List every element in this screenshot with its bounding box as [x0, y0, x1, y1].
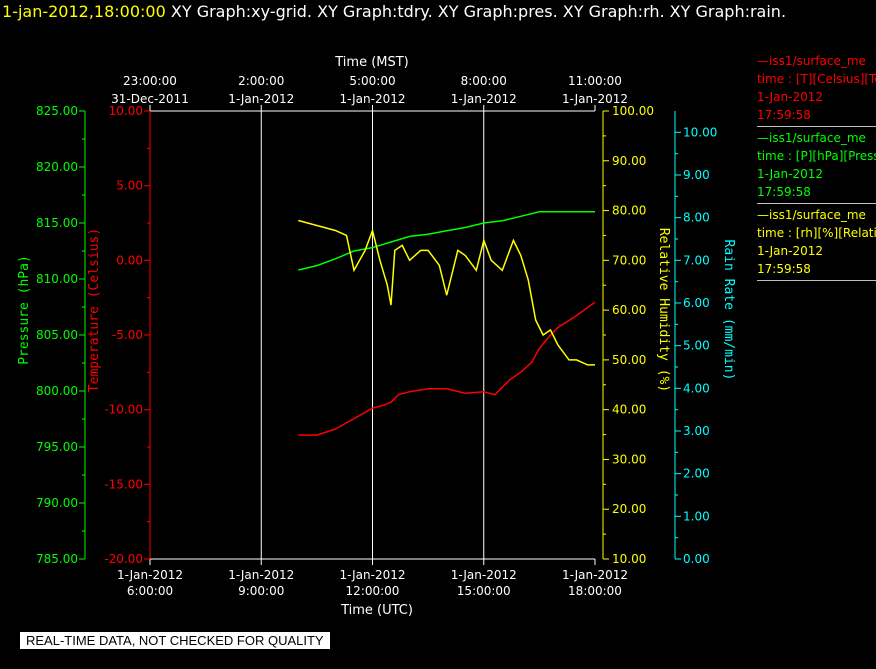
top-tick-label: 1-Jan-2012 [228, 92, 294, 106]
header-bar: 1-jan-2012,18:00:00 XY Graph:xy-grid. XY… [2, 2, 786, 22]
rain-tick-label: 4.00 [683, 381, 710, 395]
pressure-tick-label: 790.00 [36, 496, 78, 510]
pressure-tick-label: 785.00 [36, 552, 78, 566]
rain-tick-label: 1.00 [683, 509, 710, 523]
humidity-series-line [298, 219, 595, 366]
legend-units: time : [T][Celsius][Temp [757, 72, 876, 86]
temperature-axis-title: Temperature (Celsius) [87, 228, 102, 392]
humidity-tick-label: 70.00 [612, 253, 646, 267]
rain-tick-label: 7.00 [683, 253, 710, 267]
pressure-axis-title: Pressure (hPa) [17, 255, 32, 365]
legend-units: time : [P][hPa][Pressure [757, 149, 876, 163]
rain-tick-label: 6.00 [683, 296, 710, 310]
top-axis-title: Time (MST) [334, 55, 409, 70]
bottom-tick-label: 18:00:00 [568, 584, 622, 598]
pressure-tick-label: 825.00 [36, 104, 78, 118]
series-lines [298, 211, 596, 436]
top-tick-label: 23:00:00 [123, 74, 177, 88]
rain-tick-label: 5.00 [683, 339, 710, 353]
pressure-tick-label: 815.00 [36, 216, 78, 230]
humidity-tick-label: 60.00 [612, 303, 646, 317]
temperature-tick-label: 0.00 [116, 253, 143, 267]
top-tick-label: 5:00:00 [349, 74, 395, 88]
pressure-tick-label: 820.00 [36, 160, 78, 174]
graph-list-label: XY Graph:xy-grid. XY Graph:tdry. XY Grap… [170, 2, 787, 21]
rain-tick-label: 10.00 [683, 125, 717, 139]
rain-tick-label: 8.00 [683, 211, 710, 225]
top-tick-label: 1-Jan-2012 [451, 92, 517, 106]
bottom-tick-label: 1-Jan-2012 [451, 568, 517, 582]
rain-tick-label: 9.00 [683, 168, 710, 182]
vertical-gridlines [260, 111, 485, 559]
temperature-tick-label: 10.00 [109, 104, 143, 118]
bottom-time-axis: Time (UTC) 1-Jan-2012 6:00:00 1-Jan-2012 9:0… [117, 558, 628, 618]
humidity-tick-label: 50.00 [612, 353, 646, 367]
legend-time: 17:59:58 [757, 185, 811, 199]
legend-date: 1-Jan-2012 [757, 244, 823, 258]
top-tick-label: 31-Dec-2011 [111, 92, 189, 106]
humidity-tick-label: 10.00 [612, 552, 646, 566]
legend-label: —iss1/surface_me [757, 54, 866, 68]
temperature-tick-label: -20.00 [104, 552, 143, 566]
bottom-axis-title: Time (UTC) [340, 603, 413, 618]
timestamp-label: 1-jan-2012,18:00:00 [2, 2, 166, 21]
bottom-tick-label: 9:00:00 [238, 584, 284, 598]
bottom-tick-label: 12:00:00 [346, 584, 400, 598]
temperature-tick-label: 5.00 [116, 179, 143, 193]
bottom-tick-label: 1-Jan-2012 [562, 568, 628, 582]
temperature-tick-label: -5.00 [112, 328, 143, 342]
humidity-tick-label: 100.00 [612, 104, 654, 118]
top-tick-label: 1-Jan-2012 [340, 92, 406, 106]
legend-date: 1-Jan-2012 [757, 90, 823, 104]
top-tick-label: 8:00:00 [461, 74, 507, 88]
rain-tick-label: 3.00 [683, 424, 710, 438]
top-tick-label: 1-Jan-2012 [562, 92, 628, 106]
humidity-tick-label: 30.00 [612, 452, 646, 466]
humidity-tick-label: 40.00 [612, 403, 646, 417]
pressure-series-line [298, 211, 595, 271]
right-y-axes: 10.00 20.00 30.00 40.00 50.00 60.00 70.00 80.00… [602, 104, 736, 566]
pressure-tick-label: 810.00 [36, 272, 78, 286]
bottom-tick-label: 15:00:00 [457, 584, 511, 598]
pressure-tick-label: 795.00 [36, 440, 78, 454]
humidity-axis-title: Relative Humidity (%) [656, 228, 671, 392]
quality-banner: REAL-TIME DATA, NOT CHECKED FOR QUALITY [20, 632, 330, 649]
left-y-axes: 785.00 790.00 795.00 800.00 805.00 810.00 815.… [17, 104, 151, 566]
temperature-series-line [298, 301, 596, 436]
humidity-tick-label: 90.00 [612, 154, 646, 168]
legend-time: 17:59:58 [757, 262, 811, 276]
bottom-tick-label: 6:00:00 [127, 584, 173, 598]
rain-tick-label: 0.00 [683, 552, 710, 566]
legend-label: —iss1/surface_me [757, 131, 866, 145]
legend-label: —iss1/surface_me [757, 208, 866, 222]
legend-date: 1-Jan-2012 [757, 167, 823, 181]
bottom-tick-label: 1-Jan-2012 [228, 568, 294, 582]
legend-time: 17:59:58 [757, 108, 811, 122]
temperature-tick-label: -15.00 [104, 477, 143, 491]
bottom-tick-label: 1-Jan-2012 [117, 568, 183, 582]
pressure-tick-label: 800.00 [36, 384, 78, 398]
humidity-tick-label: 20.00 [612, 502, 646, 516]
temperature-tick-label: -10.00 [104, 403, 143, 417]
top-tick-label: 11:00:00 [568, 74, 622, 88]
rain-tick-label: 2.00 [683, 467, 710, 481]
bottom-tick-label: 1-Jan-2012 [340, 568, 406, 582]
pressure-tick-label: 805.00 [36, 328, 78, 342]
top-tick-label: 2:00:00 [238, 74, 284, 88]
legend-units: time : [rh][%][Relative [757, 226, 876, 240]
rain-axis-title: Rain Rate (mm/min) [721, 240, 736, 381]
top-time-axis: Time (MST) 23:00:00 31-Dec-2011 2:00:00 1-Ja… [111, 55, 628, 112]
humidity-tick-label: 80.00 [612, 204, 646, 218]
